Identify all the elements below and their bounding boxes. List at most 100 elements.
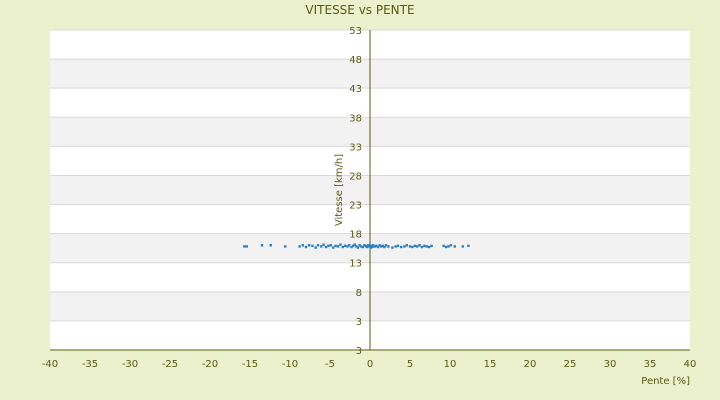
scatter-point: [327, 244, 330, 248]
x-tick-label: 40: [684, 359, 697, 370]
scatter-point: [413, 244, 416, 248]
scatter-point: [358, 244, 361, 247]
x-tick-label: -40: [42, 359, 58, 370]
scatter-point: [329, 244, 332, 247]
y-tick-label: 23: [349, 201, 362, 212]
x-tick-label: 15: [484, 359, 497, 370]
scatter-point: [360, 245, 363, 248]
x-tick-label: 20: [524, 359, 537, 370]
x-tick-label: 10: [444, 359, 457, 370]
y-tick-label: 48: [349, 55, 362, 66]
scatter-point: [396, 244, 400, 248]
y-tick-label: 53: [349, 26, 362, 37]
scatter-point: [391, 246, 394, 249]
scatter-point: [298, 245, 301, 248]
x-tick-label: 35: [644, 359, 657, 370]
scatter-point: [339, 243, 342, 246]
scatter-point: [430, 244, 433, 248]
scatter-point: [461, 245, 464, 248]
scatter-point: [425, 245, 428, 248]
scatter-point: [442, 244, 445, 248]
scatter-point: [348, 244, 351, 247]
scatter-point: [334, 244, 337, 248]
scatter-point: [260, 244, 264, 247]
scatter-point: [387, 245, 390, 248]
scatter-point: [361, 245, 364, 249]
scatter-point: [375, 244, 378, 248]
y-tick-label: 3: [356, 317, 362, 328]
scatter-point: [352, 244, 355, 248]
scatter-point: [311, 244, 314, 248]
scatter-point: [356, 246, 360, 249]
scatter-point: [418, 244, 421, 247]
x-tick-label: -10: [282, 359, 298, 370]
scatter-point: [316, 244, 320, 247]
x-axis-label: Pente [%]: [641, 376, 690, 387]
scatter-point: [376, 245, 380, 249]
scatter-point: [408, 245, 412, 248]
scatter-point: [416, 245, 419, 248]
x-tick-label: -25: [162, 359, 178, 370]
y-tick-label: 8: [356, 288, 362, 299]
scatter-point: [411, 245, 414, 249]
scatter-point: [301, 244, 304, 247]
scatter-point: [243, 245, 246, 248]
scatter-point: [428, 245, 431, 249]
scatter-point: [405, 244, 408, 247]
x-tick-label: -35: [82, 359, 98, 370]
scatter-point: [384, 244, 388, 247]
scatter-point: [467, 244, 470, 248]
scatter-point: [304, 245, 308, 249]
y-tick-label: 28: [349, 171, 362, 182]
scatter-point: [284, 245, 287, 248]
y-axis-label: Vitesse [km/h]: [334, 154, 345, 226]
scatter-point: [344, 244, 347, 248]
x-tick-label: 5: [407, 359, 413, 370]
x-tick-label: -5: [325, 359, 335, 370]
scatter-point: [332, 246, 335, 249]
scatter-point: [245, 245, 248, 248]
scatter-point: [381, 244, 384, 248]
scatter-point: [308, 244, 311, 247]
scatter-point: [444, 245, 448, 249]
scatter-point: [400, 245, 403, 249]
scatter-point: [449, 244, 452, 247]
scatter-point: [383, 245, 386, 249]
scatter-point: [322, 243, 325, 246]
scatter-point: [336, 245, 340, 248]
x-tick-label: 25: [564, 359, 577, 370]
scatter-point: [350, 245, 353, 249]
x-tick-label: 30: [604, 359, 617, 370]
y-tick-label: 13: [349, 259, 362, 270]
scatter-point: [423, 244, 426, 248]
x-tick-labels: -40 -35 -30 -25 -20 -15 -10 -5 0 5 10 15 20 25 30 35 40: [42, 359, 697, 370]
scatter-point: [320, 245, 323, 248]
scatter-point: [341, 245, 344, 249]
scatter-point: [346, 245, 349, 248]
scatter-point: [324, 245, 328, 249]
y-tick-label: 33: [349, 142, 362, 153]
chart-title: VITESSE vs PENTE: [305, 3, 414, 17]
scatter-point: [380, 245, 383, 248]
scatter-point: [378, 244, 381, 247]
scatter-point: [355, 245, 358, 248]
x-tick-label: -30: [122, 359, 138, 370]
scatter-point: [420, 245, 424, 249]
scatter-point: [353, 243, 356, 246]
x-tick-label: 0: [367, 359, 373, 370]
scatter-point: [372, 244, 375, 247]
scatter-point: [269, 244, 272, 247]
scatter-point: [371, 245, 374, 249]
y-tick-label: 43: [349, 84, 362, 95]
y-tick-label: 3: [356, 346, 362, 357]
scatter-point: [369, 246, 372, 249]
scatter-point: [453, 245, 456, 248]
y-tick-label: 38: [349, 113, 362, 124]
scatter-point: [403, 245, 406, 248]
x-tick-label: -15: [242, 359, 258, 370]
y-tick-label: 18: [349, 230, 362, 241]
scatter-point: [363, 244, 366, 247]
scatter-point: [394, 245, 397, 248]
